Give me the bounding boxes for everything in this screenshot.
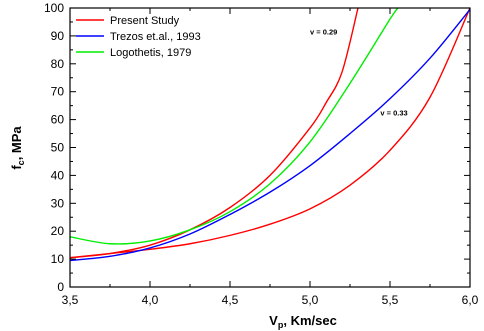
x-axis-title: Vp, Km/sec	[269, 313, 337, 330]
y-tick-label: 40	[51, 168, 65, 182]
annotation-layer: v = 0.29 v = 0.33	[310, 28, 408, 118]
legend-label: Present Study	[110, 15, 180, 27]
x-axis-symbol: V	[269, 313, 278, 328]
annotation-label: v = 0.29	[310, 28, 337, 37]
y-tick-label: 80	[51, 57, 65, 71]
y-tick-label: 90	[51, 29, 65, 43]
series-line-2	[70, 8, 470, 262]
y-tick-label: 60	[51, 113, 65, 127]
x-axis-subscript: p	[278, 320, 284, 330]
y-tick-label: 70	[51, 85, 65, 99]
series-line-3	[70, 8, 399, 245]
annotation-label: v = 0.33	[380, 108, 407, 117]
y-tick-label: 50	[51, 141, 65, 155]
y-axis-symbol: f	[9, 165, 24, 170]
legend-label: Logothetis, 1979	[110, 47, 191, 59]
x-tick-label: 4,5	[222, 293, 239, 307]
ticks-layer: 3,5 4,0 4,5 5,0 5,5 6,0 0 10 20 30 40 50 60 70 80 90 100	[44, 1, 479, 307]
x-tick-label: 4,0	[142, 293, 159, 307]
y-tick-label: 10	[51, 252, 65, 266]
series-line-0	[70, 8, 359, 259]
y-axis-unit: , MPa	[9, 126, 24, 161]
x-tick-label: 6,0	[462, 293, 479, 307]
y-tick-label: 0	[57, 280, 64, 294]
y-axis-title: fc, MPa	[9, 126, 26, 170]
legend-label: Trezos et.al., 1993	[110, 31, 201, 43]
y-tick-label: 100	[44, 1, 64, 15]
x-tick-label: 5,5	[382, 293, 399, 307]
legend: Present Study Trezos et.al., 1993 Logothet…	[76, 15, 201, 59]
y-axis-subscript: c	[16, 160, 26, 165]
y-tick-label: 20	[51, 224, 65, 238]
x-tick-label: 3,5	[62, 293, 79, 307]
series-layer	[70, 8, 470, 262]
x-axis-unit: , Km/sec	[283, 313, 336, 328]
y-tick-label: 30	[51, 196, 65, 210]
x-tick-label: 5,0	[302, 293, 319, 307]
